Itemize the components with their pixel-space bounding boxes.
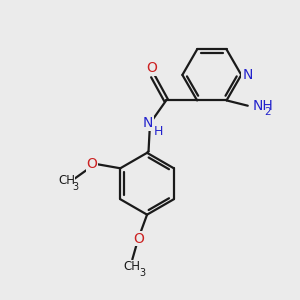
Text: O: O	[146, 61, 157, 75]
Text: H: H	[154, 125, 164, 138]
Text: CH: CH	[58, 174, 75, 187]
Text: O: O	[133, 232, 144, 246]
Text: O: O	[86, 157, 97, 171]
Text: 3: 3	[73, 182, 79, 191]
Text: CH: CH	[124, 260, 141, 273]
Text: N: N	[243, 68, 253, 82]
Text: NH: NH	[252, 99, 273, 113]
Text: 3: 3	[139, 268, 145, 278]
Text: 2: 2	[265, 107, 271, 117]
Text: N: N	[142, 116, 153, 130]
